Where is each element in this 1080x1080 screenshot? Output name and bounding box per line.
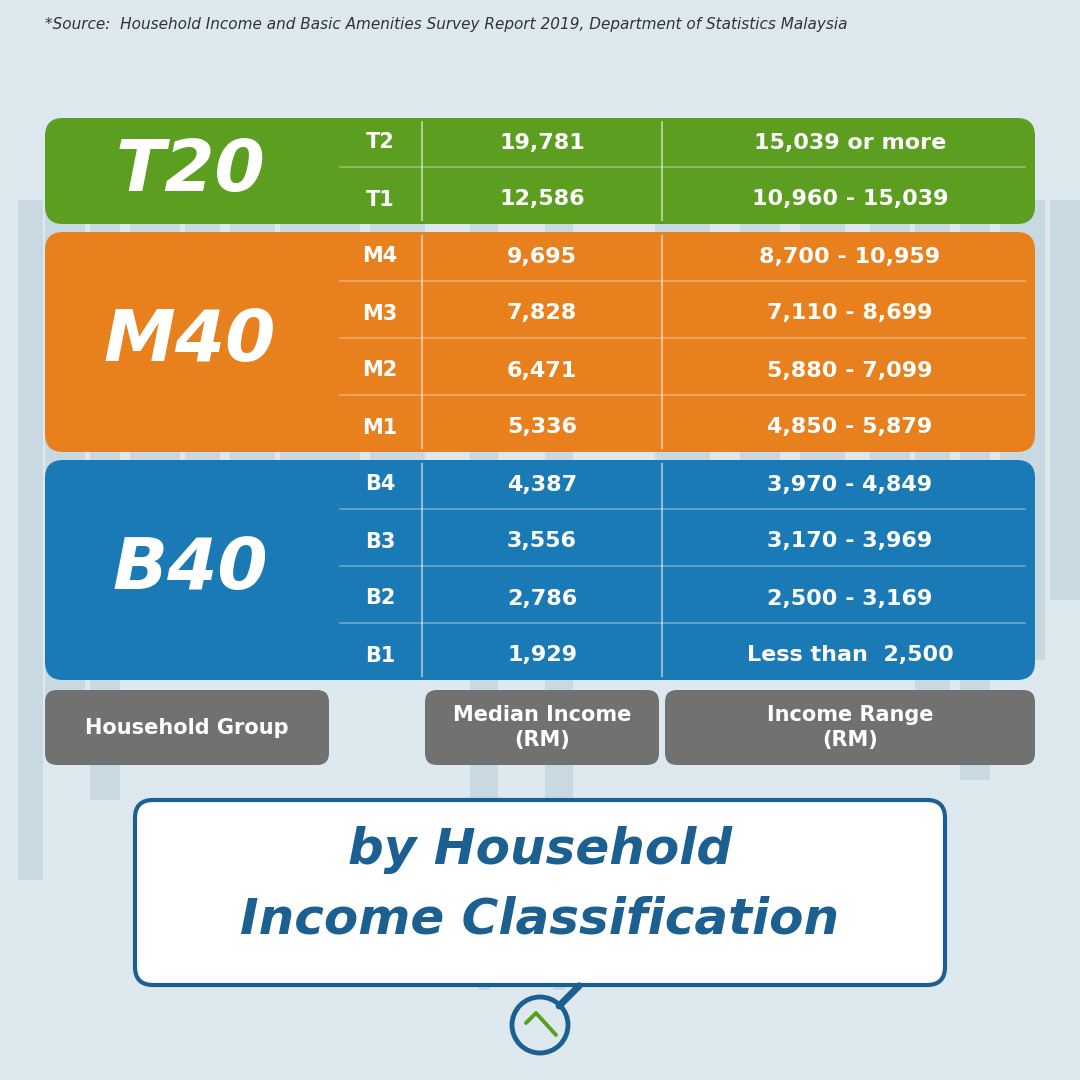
Text: M1: M1	[363, 418, 397, 437]
Bar	[45, 200, 85, 730]
Text: Median Income
(RM): Median Income (RM)	[453, 705, 631, 750]
Bar	[478, 975, 490, 990]
Bar	[870, 200, 910, 640]
Text: 4,850 - 5,879: 4,850 - 5,879	[768, 418, 933, 437]
Text: Household Group: Household Group	[85, 717, 288, 738]
Bar	[1050, 200, 1080, 600]
Text: 2,786: 2,786	[507, 589, 577, 608]
Bar	[545, 200, 573, 940]
Bar	[800, 200, 845, 600]
Bar	[654, 200, 710, 620]
Bar	[370, 200, 426, 600]
Text: 15,039 or more: 15,039 or more	[754, 133, 946, 152]
Bar	[474, 940, 494, 980]
Text: T1: T1	[366, 189, 394, 210]
Text: M4: M4	[363, 246, 397, 267]
Text: Income Classification: Income Classification	[241, 896, 839, 944]
FancyBboxPatch shape	[45, 690, 329, 765]
FancyBboxPatch shape	[45, 232, 1035, 453]
Text: 9,695: 9,695	[507, 246, 577, 267]
Bar	[549, 940, 569, 980]
Text: M40: M40	[104, 308, 276, 377]
Text: 5,336: 5,336	[507, 418, 577, 437]
Bar	[230, 200, 275, 590]
Bar	[915, 200, 950, 710]
Text: 19,781: 19,781	[499, 133, 585, 152]
Text: B1: B1	[365, 646, 395, 665]
Text: Income Range
(RM): Income Range (RM)	[767, 705, 933, 750]
Text: T20: T20	[116, 136, 265, 205]
FancyBboxPatch shape	[45, 460, 1035, 680]
Bar	[553, 975, 565, 990]
Text: B2: B2	[365, 589, 395, 608]
Text: 1,929: 1,929	[507, 646, 577, 665]
Bar	[90, 200, 120, 800]
Text: 8,700 - 10,959: 8,700 - 10,959	[759, 246, 941, 267]
Text: Less than  2,500: Less than 2,500	[746, 646, 954, 665]
Bar	[1000, 200, 1045, 660]
Bar	[960, 200, 990, 780]
FancyBboxPatch shape	[426, 690, 659, 765]
Bar	[498, 660, 545, 680]
Text: 7,828: 7,828	[507, 303, 577, 324]
Text: 2,500 - 3,169: 2,500 - 3,169	[767, 589, 933, 608]
Bar	[280, 200, 320, 650]
Text: B40: B40	[112, 536, 268, 605]
Bar	[320, 200, 360, 580]
FancyBboxPatch shape	[45, 118, 1035, 224]
Text: 5,880 - 7,099: 5,880 - 7,099	[767, 361, 933, 380]
Text: M3: M3	[363, 303, 397, 324]
Bar	[740, 200, 780, 670]
Bar	[185, 200, 220, 620]
Text: M2: M2	[363, 361, 397, 380]
Text: B4: B4	[365, 474, 395, 495]
Text: 3,970 - 4,849: 3,970 - 4,849	[768, 474, 932, 495]
Text: 12,586: 12,586	[499, 189, 584, 210]
FancyBboxPatch shape	[665, 690, 1035, 765]
Text: by Household: by Household	[348, 826, 732, 874]
Text: 6,471: 6,471	[507, 361, 577, 380]
Bar	[18, 200, 43, 880]
Bar	[130, 200, 180, 680]
Text: 7,110 - 8,699: 7,110 - 8,699	[767, 303, 933, 324]
Bar	[470, 200, 498, 940]
Text: 3,556: 3,556	[507, 531, 577, 552]
Text: B3: B3	[365, 531, 395, 552]
Text: T2: T2	[366, 133, 394, 152]
Text: 4,387: 4,387	[507, 474, 577, 495]
Text: 10,960 - 15,039: 10,960 - 15,039	[752, 189, 948, 210]
Text: 3,170 - 3,969: 3,170 - 3,969	[768, 531, 933, 552]
Text: *Source:  Household Income and Basic Amenities Survey Report 2019, Department of: *Source: Household Income and Basic Amen…	[45, 17, 848, 32]
FancyBboxPatch shape	[135, 800, 945, 985]
